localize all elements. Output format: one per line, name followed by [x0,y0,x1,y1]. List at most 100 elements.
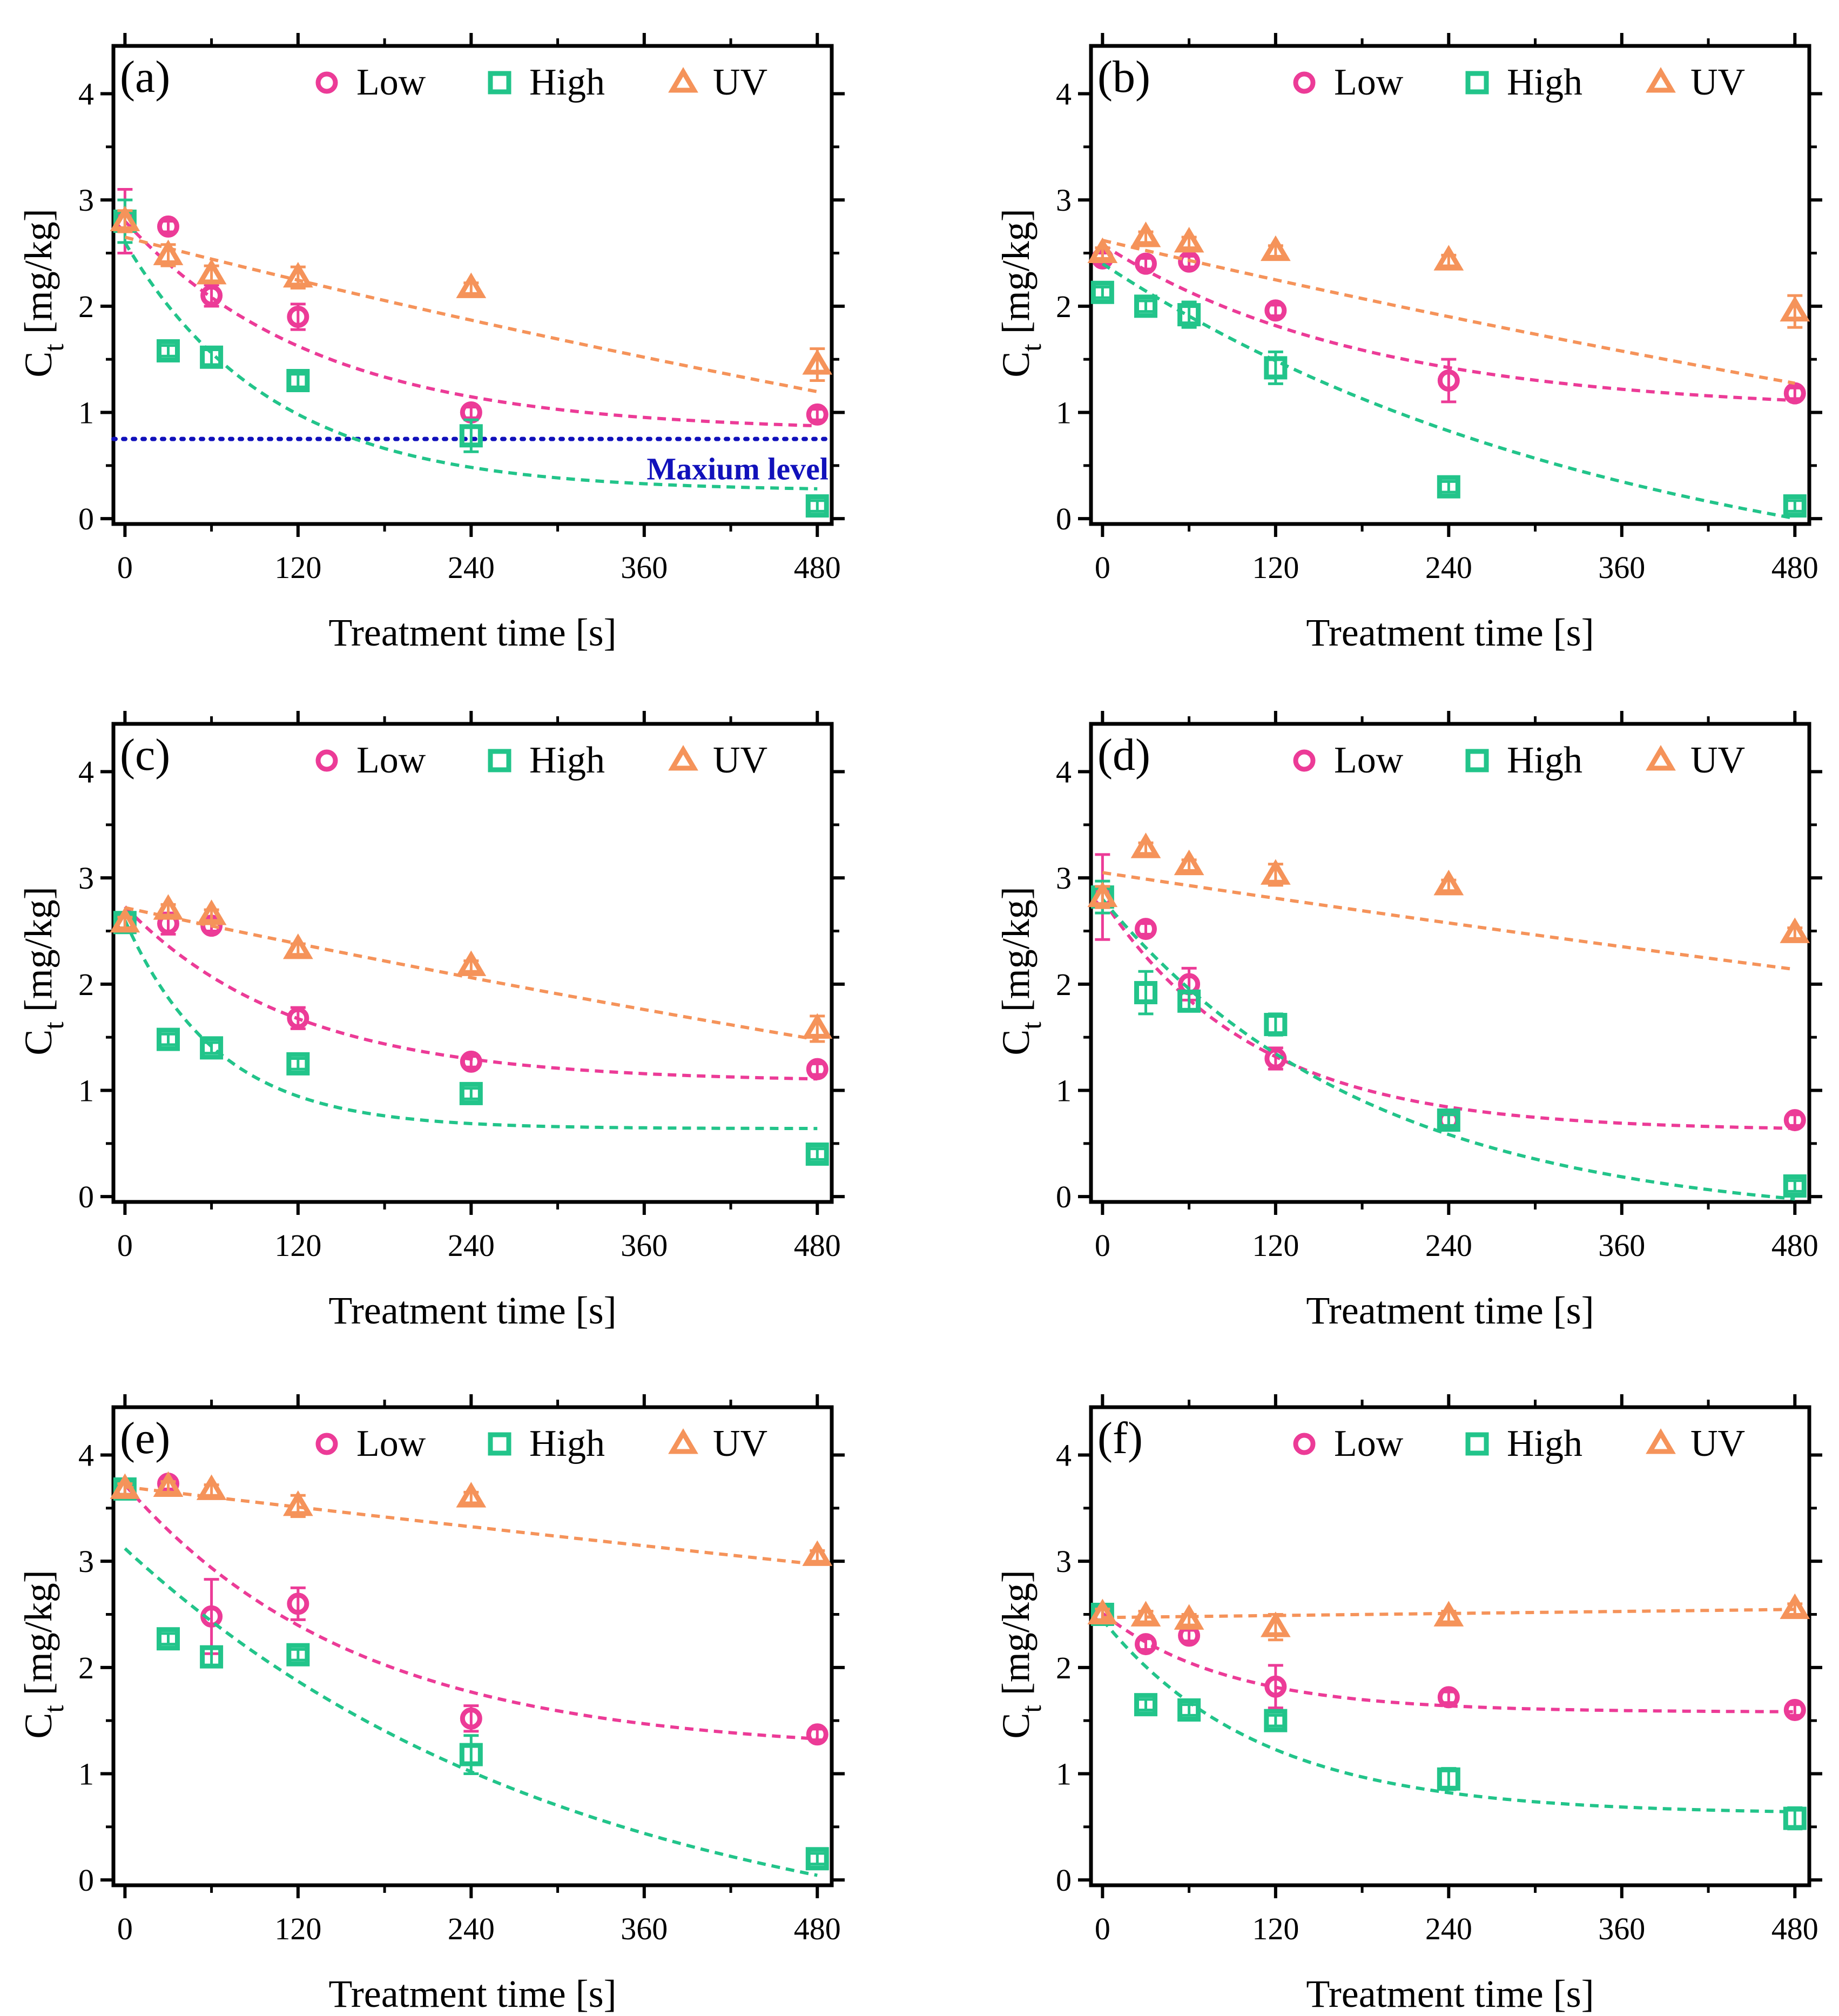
panel-label: (c) [120,730,170,780]
data-point-high [1783,1806,1807,1830]
data-point-low [806,1058,828,1080]
y-tick-label: 4 [1056,755,1072,790]
fit-curve-low [124,1483,818,1741]
data-point-uv [153,239,184,265]
data-point-uv [1174,1604,1204,1630]
data-point-high [1264,356,1288,380]
x-tick-label: 120 [1252,1911,1299,1946]
legend: Low High UV [1293,740,1745,781]
y-axis-title-unit: [mg/kg] [994,209,1038,344]
data-point-high [805,1143,829,1166]
fit-curve-uv [124,236,818,393]
y-axis-title-subscript: t [1016,1022,1047,1030]
y-tick-label: 2 [78,967,94,1002]
x-tick-label: 480 [1771,1911,1818,1946]
square-marker-icon [488,749,511,772]
data-point-low [157,215,179,238]
x-tick-label: 120 [274,550,321,585]
panel-label: (b) [1097,52,1150,102]
data-point-high [1177,989,1201,1013]
y-tick-label: 3 [78,1544,94,1579]
data-point-uv [282,933,313,959]
data-point-low [287,306,309,328]
series-low [113,188,828,428]
data-point-high [1177,303,1201,327]
data-point-uv [1130,221,1161,247]
x-tick-label: 240 [448,550,495,585]
data-point-uv [802,349,833,375]
data-point-high [1264,1709,1288,1732]
data-point-low [1178,250,1201,273]
data-point-high [200,1036,224,1060]
data-point-uv [1780,917,1810,943]
y-axis-title-subscript: t [1016,1705,1047,1713]
fit-curve-uv [124,906,818,1041]
data-point-low [1783,382,1806,405]
legend-label-uv: UV [713,1423,767,1464]
y-tick-label: 2 [1056,289,1072,324]
legend-label-low: Low [1334,740,1404,781]
triangle-marker-icon [1646,1428,1676,1454]
data-point-high [1264,1013,1288,1037]
series-high [1090,262,1807,520]
data-point-high [1437,1108,1460,1132]
x-tick-label: 0 [1095,550,1110,585]
chart-panel-a: 0 120 240 360 480 0 1 2 3 4 Treatment time [s] Ct [… [17,33,845,654]
y-axis-title-main: C [17,352,60,378]
chart-panel-e: 0 120 240 360 480 0 1 2 3 4 Treatment time [s] Ct [… [17,1394,845,2015]
data-point-uv [1174,226,1204,253]
y-tick-label: 0 [1056,501,1072,536]
series-low [113,1473,828,1746]
x-tick-label: 360 [1598,1228,1645,1263]
circle-marker-icon [1293,71,1316,94]
data-point-uv [282,1490,313,1516]
y-tick-label: 3 [1056,861,1072,896]
chart-panel-b: 0 120 240 360 480 0 1 2 3 4 Treatment time [s] Ct [… [994,33,1822,654]
max-level-label: Maxium level [646,452,828,487]
x-tick-label: 120 [274,1911,321,1946]
data-point-high [200,345,224,369]
x-axis-title: Treatment time [s] [328,1289,616,1332]
data-point-low [1783,1109,1806,1132]
data-point-uv [196,258,227,285]
circle-marker-icon [315,1433,338,1455]
data-point-uv [282,261,313,288]
series-uv [110,894,833,1043]
y-tick-label: 1 [1056,1757,1072,1792]
data-point-low [287,1007,309,1030]
y-axis-title-unit: [mg/kg] [17,886,60,1022]
chart-panel-c: 0 120 240 360 480 0 1 2 3 4 Treatment time [s] Ct [… [17,711,845,1332]
y-tick-label: 3 [1056,183,1072,218]
data-point-uv [1433,1601,1464,1627]
y-axis-title: Ct [mg/kg] [17,209,70,377]
triangle-marker-icon [1646,745,1676,771]
data-point-low [806,403,828,426]
panel-label: (e) [120,1413,170,1463]
data-point-uv [1260,235,1291,261]
fit-curve-low [1101,898,1795,1130]
data-point-high [459,1743,483,1766]
data-point-low [287,1592,309,1615]
x-tick-label: 240 [1425,550,1472,585]
y-axis-title: Ct [mg/kg] [994,886,1047,1055]
y-tick-label: 0 [78,1863,94,1898]
x-tick-label: 240 [1425,1911,1472,1946]
x-tick-label: 480 [794,1911,841,1946]
square-marker-icon [488,71,511,95]
series-high [113,198,829,518]
y-tick-label: 2 [78,1650,94,1685]
data-point-uv [1087,237,1118,263]
data-point-high [459,1081,483,1105]
data-point-uv [110,1473,140,1499]
panel-label: (f) [1097,1413,1143,1463]
x-tick-label: 240 [448,1228,495,1263]
plot-frame [1089,1405,1811,1887]
legend: Low High UV [315,1423,767,1464]
x-tick-label: 360 [1598,1911,1645,1946]
fit-curve-uv [1102,1608,1795,1619]
panel-label: (d) [1097,730,1150,780]
square-marker-icon [1465,749,1489,772]
legend: Low High UV [315,62,767,103]
y-tick-label: 2 [1056,967,1072,1002]
fit-curve-uv [1102,238,1795,385]
